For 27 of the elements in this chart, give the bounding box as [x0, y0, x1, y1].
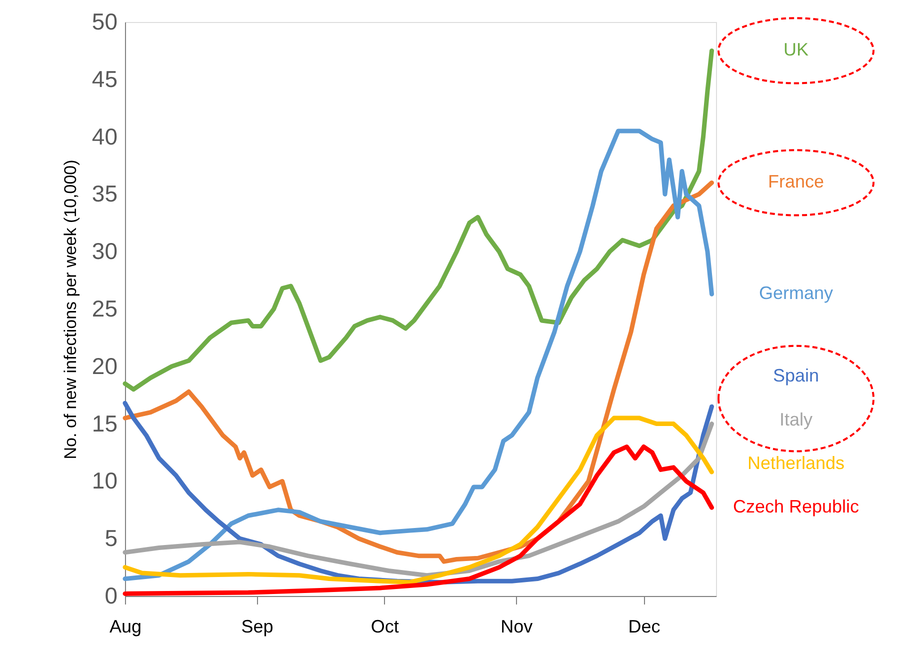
line-series [122, 48, 714, 392]
y-tick-label: 30 [92, 238, 118, 264]
y-tick-label: 15 [92, 410, 118, 436]
series-label: Czech Republic [732, 496, 860, 517]
y-tick-label: 50 [92, 8, 118, 34]
x-tick-label: Aug [109, 616, 142, 636]
y-tick-label: 45 [92, 66, 118, 92]
series-label: Netherlands [747, 452, 845, 473]
line-series [122, 444, 714, 596]
y-tick-label: 20 [92, 352, 118, 379]
y-tick-label: 25 [92, 296, 118, 322]
x-tick-label: Oct [370, 616, 399, 636]
y-tick-label: 40 [92, 123, 118, 150]
y-tick-label: 10 [92, 468, 118, 494]
text: France [768, 172, 824, 192]
y-tick-label: 5 [104, 525, 118, 552]
text: UK [783, 40, 809, 60]
text: Germany [758, 283, 834, 304]
y-tick-label: 0 [104, 582, 118, 608]
x-tick-label: Sep [241, 616, 274, 636]
line-series [122, 128, 714, 582]
y-axis-title: No. of new infections per week (10,000) [60, 160, 80, 460]
x-tick-label: Dec [628, 616, 660, 636]
y-tick-label: 35 [92, 180, 118, 207]
text: Italy [779, 409, 813, 430]
text: Spain [772, 366, 820, 386]
x-tick-label: Nov [500, 616, 533, 636]
